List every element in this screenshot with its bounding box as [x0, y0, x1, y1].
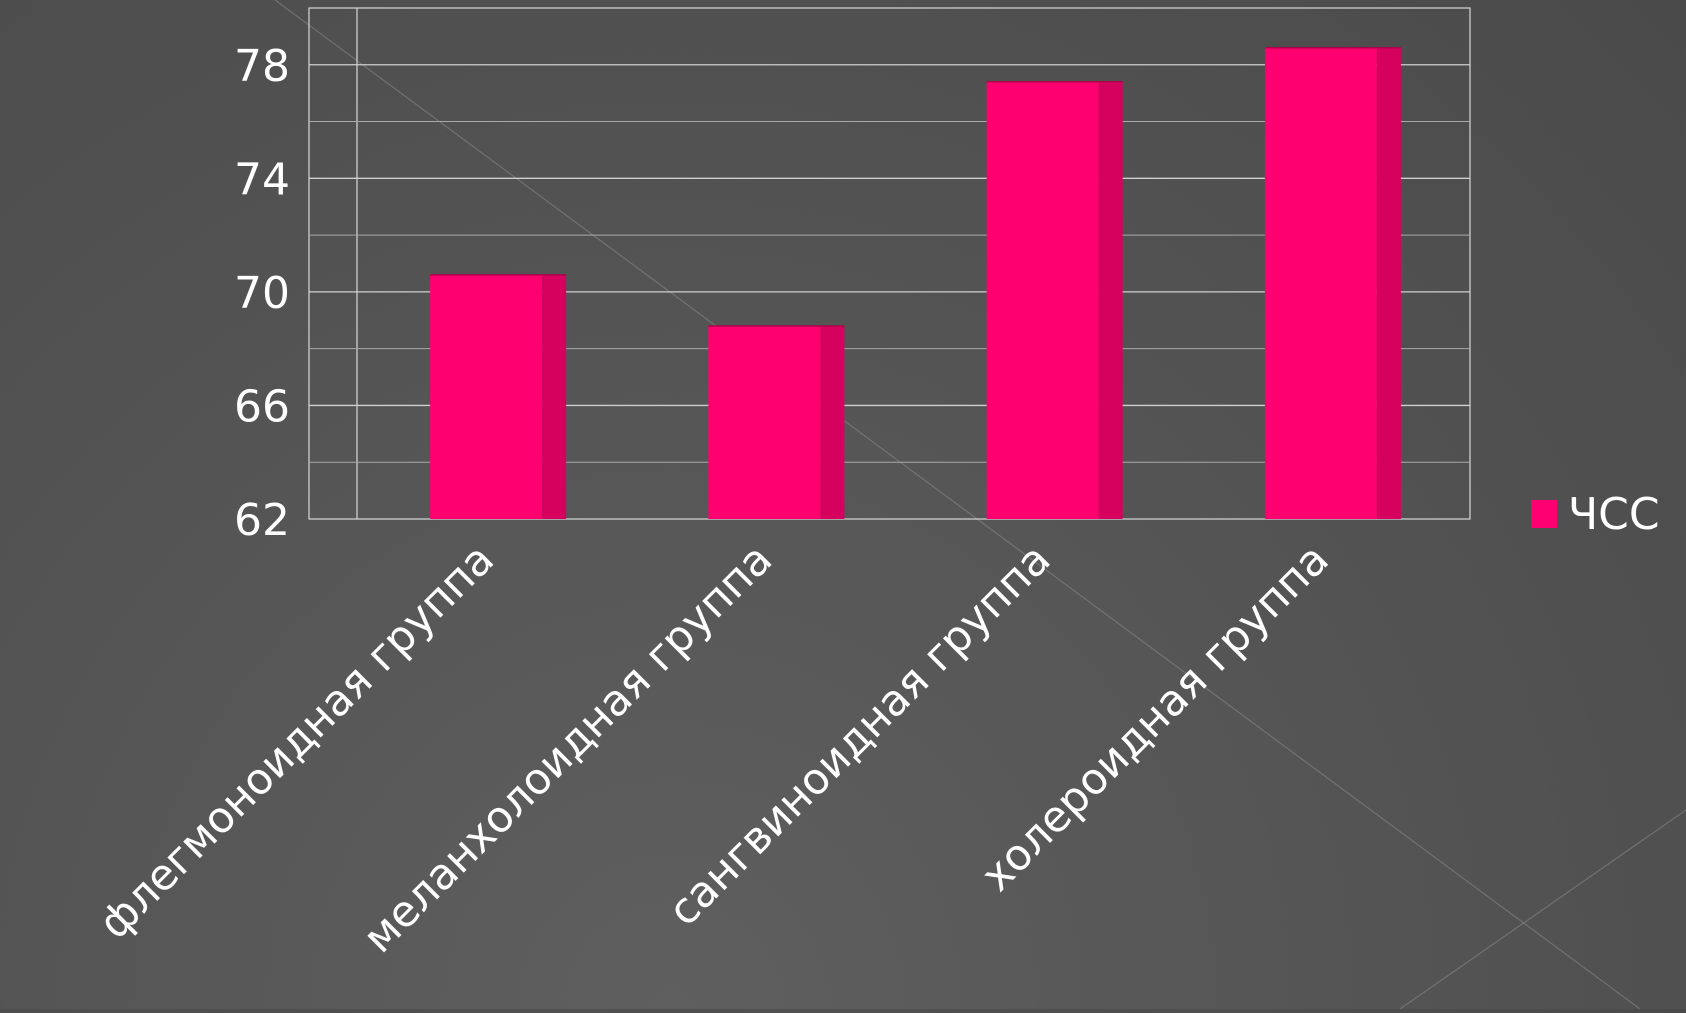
bar-side [542, 274, 567, 519]
y-axis: 62 66 70 74 78 [234, 41, 290, 546]
y-tick-label: 74 [234, 154, 290, 205]
bar [430, 274, 567, 519]
bar-front [986, 81, 1099, 520]
legend: ЧСС [1531, 489, 1660, 540]
y-tick-label: 78 [234, 41, 290, 92]
bar-side [1376, 47, 1401, 519]
legend-label: ЧСС [1568, 489, 1660, 540]
y-tick-label: 70 [234, 268, 290, 319]
bar-side [1098, 81, 1123, 520]
background-diagonal-line [1399, 809, 1686, 1010]
bar-front [1264, 47, 1377, 519]
legend-swatch [1531, 500, 1557, 528]
background-diagonal-line [274, 0, 1641, 1010]
background-decoration [274, 0, 1686, 1010]
bar [986, 81, 1123, 520]
bar-front [430, 274, 543, 519]
bars [430, 46, 1401, 520]
bar-side [820, 325, 845, 519]
plot-border [308, 7, 1471, 520]
bar [1264, 46, 1401, 519]
plot-area [308, 7, 1471, 520]
y-tick-label: 66 [234, 381, 290, 432]
bar [708, 325, 845, 519]
bar-front [708, 325, 821, 519]
y-tick-label: 62 [234, 495, 290, 546]
